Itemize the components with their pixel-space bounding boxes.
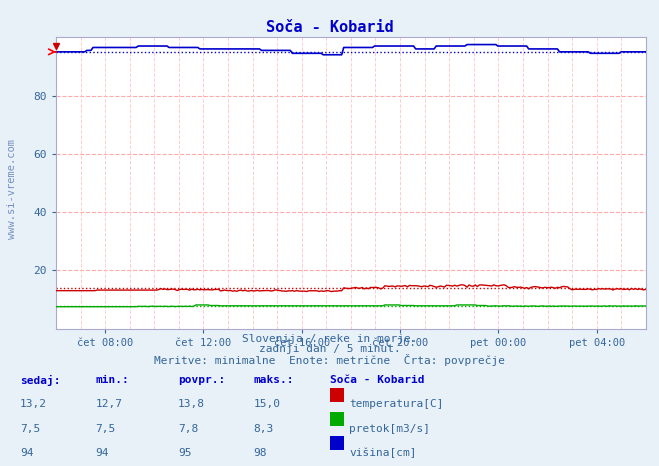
- Text: www.si-vreme.com: www.si-vreme.com: [7, 139, 17, 239]
- Text: višina[cm]: višina[cm]: [349, 448, 416, 458]
- Text: min.:: min.:: [96, 375, 129, 385]
- Text: povpr.:: povpr.:: [178, 375, 225, 385]
- Text: 13,2: 13,2: [20, 399, 47, 409]
- Text: 7,8: 7,8: [178, 424, 198, 433]
- Text: 98: 98: [254, 448, 267, 458]
- Text: 8,3: 8,3: [254, 424, 274, 433]
- Text: zadnji dan / 5 minut.: zadnji dan / 5 minut.: [258, 344, 401, 354]
- Text: 94: 94: [96, 448, 109, 458]
- Text: pretok[m3/s]: pretok[m3/s]: [349, 424, 430, 433]
- Text: Soča - Kobarid: Soča - Kobarid: [266, 20, 393, 34]
- Text: 15,0: 15,0: [254, 399, 281, 409]
- Text: 12,7: 12,7: [96, 399, 123, 409]
- Text: Soča - Kobarid: Soča - Kobarid: [330, 375, 424, 385]
- Text: temperatura[C]: temperatura[C]: [349, 399, 444, 409]
- Text: 95: 95: [178, 448, 191, 458]
- Text: maks.:: maks.:: [254, 375, 294, 385]
- Text: 13,8: 13,8: [178, 399, 205, 409]
- Text: 94: 94: [20, 448, 33, 458]
- Text: 7,5: 7,5: [20, 424, 40, 433]
- Text: sedaj:: sedaj:: [20, 375, 60, 386]
- Text: 7,5: 7,5: [96, 424, 116, 433]
- Text: Slovenija / reke in morje.: Slovenija / reke in morje.: [242, 334, 417, 344]
- Text: Meritve: minimalne  Enote: metrične  Črta: povprečje: Meritve: minimalne Enote: metrične Črta:…: [154, 354, 505, 366]
